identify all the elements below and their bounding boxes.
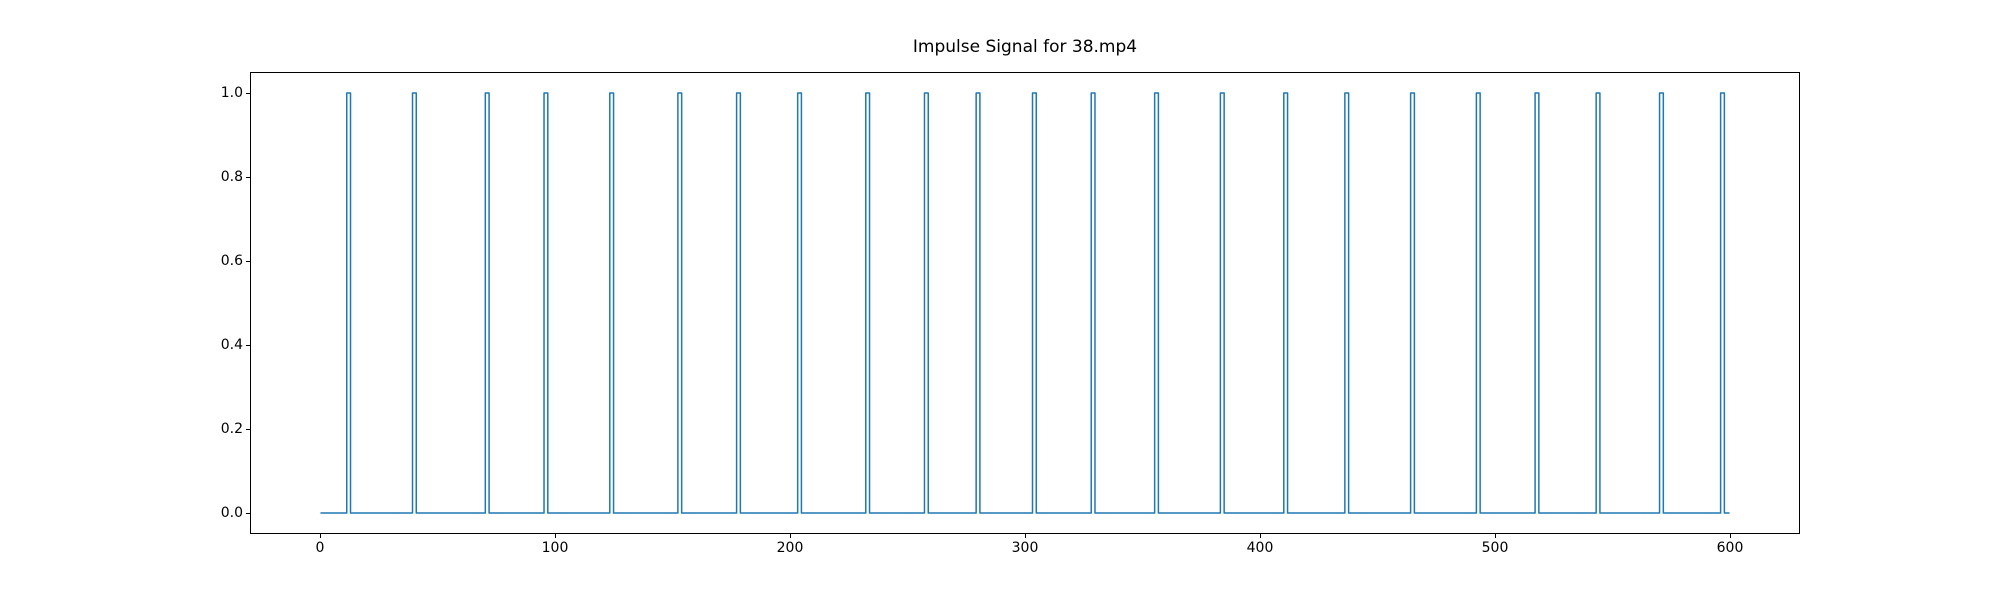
x-tick-label: 0 <box>315 540 325 556</box>
y-tick-label: 1.0 <box>220 85 243 101</box>
y-tick-mark <box>246 177 250 178</box>
y-tick-mark <box>246 345 250 346</box>
x-tick-mark <box>1025 534 1026 538</box>
plot-area <box>250 72 1800 534</box>
chart-title: Impulse Signal for 38.mp4 <box>912 37 1138 57</box>
y-tick-mark <box>246 261 250 262</box>
x-tick-label: 300 <box>1011 540 1039 556</box>
x-tick-label: 600 <box>1716 540 1744 556</box>
y-tick-mark <box>246 429 250 430</box>
y-tick-label: 0.2 <box>220 421 243 437</box>
y-tick-label: 0.0 <box>220 505 243 521</box>
x-tick-label: 500 <box>1481 540 1509 556</box>
x-tick-mark <box>1495 534 1496 538</box>
y-tick-label: 0.8 <box>220 169 243 185</box>
y-tick-label: 0.6 <box>220 253 243 269</box>
x-tick-mark <box>790 534 791 538</box>
x-tick-mark <box>1260 534 1261 538</box>
x-tick-mark <box>555 534 556 538</box>
y-tick-mark <box>246 93 250 94</box>
x-tick-label: 100 <box>541 540 569 556</box>
x-tick-label: 200 <box>776 540 804 556</box>
x-tick-label: 400 <box>1246 540 1274 556</box>
y-tick-label: 0.4 <box>220 337 243 353</box>
x-tick-mark <box>320 534 321 538</box>
y-tick-mark <box>246 513 250 514</box>
impulse-signal-path <box>320 92 1730 514</box>
x-tick-mark <box>1730 534 1731 538</box>
